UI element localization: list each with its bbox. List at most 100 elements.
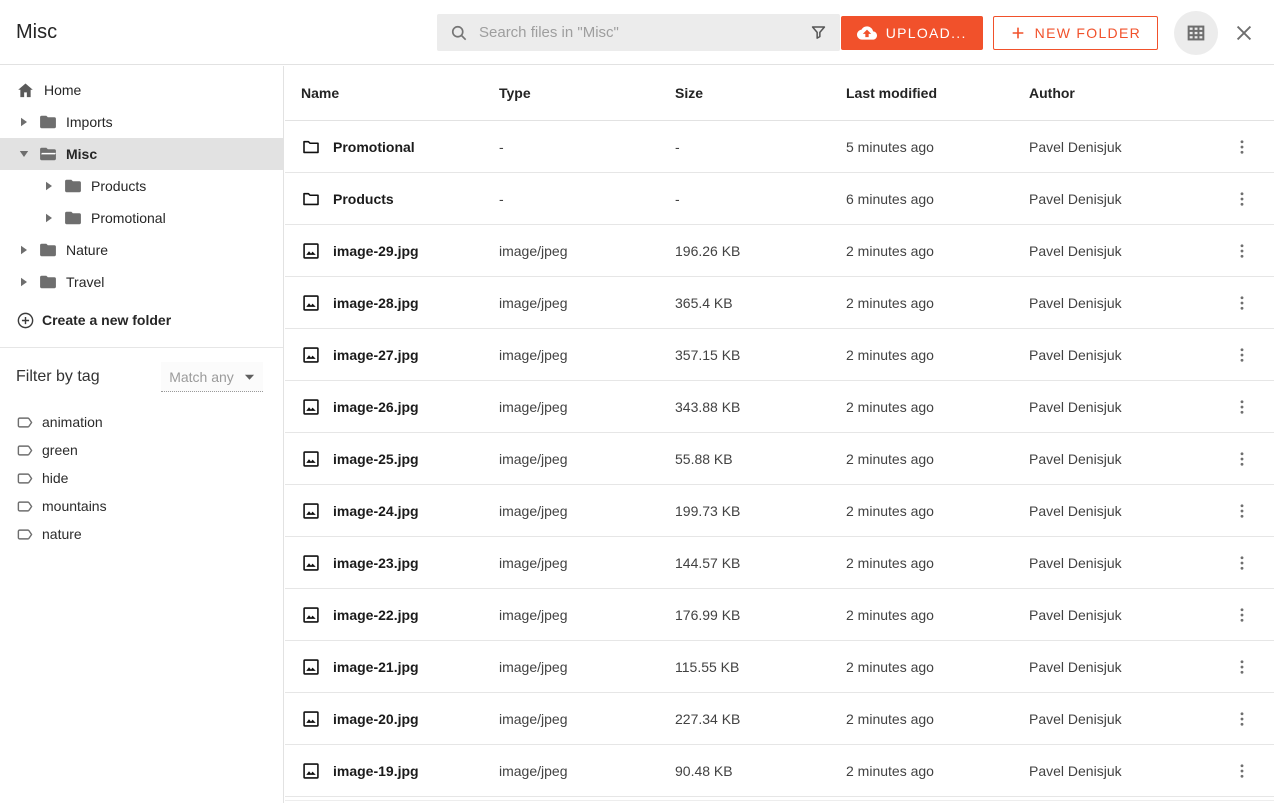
row-menu-button[interactable] bbox=[1226, 495, 1258, 527]
image-icon bbox=[301, 501, 321, 521]
caret-down-icon[interactable] bbox=[16, 146, 32, 162]
row-menu-button[interactable] bbox=[1226, 287, 1258, 319]
row-menu-button[interactable] bbox=[1226, 391, 1258, 423]
file-author: Pavel Denisjuk bbox=[1029, 606, 1122, 623]
tag-item-mountains[interactable]: mountains bbox=[0, 492, 283, 520]
file-size: 343.88 KB bbox=[675, 398, 741, 415]
file-author: Pavel Denisjuk bbox=[1029, 346, 1122, 363]
table-body: Promotional - - 5 minutes ago Pavel Deni… bbox=[285, 121, 1274, 797]
image-icon bbox=[301, 761, 321, 781]
column-header-size: Size bbox=[675, 85, 704, 101]
caret-right-icon[interactable] bbox=[41, 210, 57, 226]
file-modified: 2 minutes ago bbox=[846, 606, 934, 623]
sidebar-divider bbox=[0, 347, 283, 348]
row-menu-button[interactable] bbox=[1226, 339, 1258, 371]
file-size: 357.15 KB bbox=[675, 346, 741, 363]
table-row[interactable]: image-20.jpg image/jpeg 227.34 KB 2 minu… bbox=[285, 693, 1274, 745]
create-folder-button[interactable]: Create a new folder bbox=[0, 302, 283, 338]
close-icon[interactable] bbox=[1228, 17, 1260, 49]
upload-button[interactable]: UPLOAD... bbox=[840, 15, 983, 50]
file-name-cell[interactable]: image-28.jpg bbox=[301, 293, 499, 313]
filter-icon[interactable] bbox=[809, 23, 828, 42]
add-circle-icon bbox=[16, 311, 35, 330]
tag-item-animation[interactable]: animation bbox=[0, 408, 283, 436]
column-header-last-modified: Last modified bbox=[846, 85, 938, 101]
table-row[interactable]: image-28.jpg image/jpeg 365.4 KB 2 minut… bbox=[285, 277, 1274, 329]
row-menu-button[interactable] bbox=[1226, 651, 1258, 683]
file-name-cell[interactable]: Products bbox=[301, 189, 499, 209]
file-type: image/jpeg bbox=[499, 658, 568, 675]
table-row[interactable]: Products - - 6 minutes ago Pavel Denisju… bbox=[285, 173, 1274, 225]
file-modified: 2 minutes ago bbox=[846, 502, 934, 519]
image-icon bbox=[301, 449, 321, 469]
sidebar-item-promotional[interactable]: Promotional bbox=[0, 202, 283, 234]
image-icon bbox=[301, 345, 321, 365]
file-name-cell[interactable]: image-23.jpg bbox=[301, 553, 499, 573]
sidebar-item-nature[interactable]: Nature bbox=[0, 234, 283, 266]
file-name-cell[interactable]: image-22.jpg bbox=[301, 605, 499, 625]
kebab-icon bbox=[1233, 762, 1251, 780]
file-name-cell[interactable]: image-29.jpg bbox=[301, 241, 499, 261]
table-row[interactable]: image-26.jpg image/jpeg 343.88 KB 2 minu… bbox=[285, 381, 1274, 433]
caret-right-icon[interactable] bbox=[16, 274, 32, 290]
cloud-upload-icon bbox=[856, 23, 877, 43]
file-name-cell[interactable]: image-27.jpg bbox=[301, 345, 499, 365]
row-menu-button[interactable] bbox=[1226, 755, 1258, 787]
table-row[interactable]: image-25.jpg image/jpeg 55.88 KB 2 minut… bbox=[285, 433, 1274, 485]
file-modified: 2 minutes ago bbox=[846, 658, 934, 675]
tag-icon bbox=[16, 469, 35, 488]
caret-right-icon[interactable] bbox=[16, 114, 32, 130]
row-menu-button[interactable] bbox=[1226, 183, 1258, 215]
row-menu-button[interactable] bbox=[1226, 703, 1258, 735]
tag-item-green[interactable]: green bbox=[0, 436, 283, 464]
folder-icon bbox=[63, 208, 83, 228]
file-name-cell[interactable]: Promotional bbox=[301, 137, 499, 157]
file-name-cell[interactable]: image-21.jpg bbox=[301, 657, 499, 677]
table-row[interactable]: Promotional - - 5 minutes ago Pavel Deni… bbox=[285, 121, 1274, 173]
image-icon bbox=[301, 397, 321, 417]
kebab-icon bbox=[1233, 658, 1251, 676]
file-modified: 2 minutes ago bbox=[846, 554, 934, 571]
row-menu-button[interactable] bbox=[1226, 443, 1258, 475]
kebab-icon bbox=[1233, 398, 1251, 416]
table-row[interactable]: image-27.jpg image/jpeg 357.15 KB 2 minu… bbox=[285, 329, 1274, 381]
file-name-cell[interactable]: image-26.jpg bbox=[301, 397, 499, 417]
file-modified: 2 minutes ago bbox=[846, 242, 934, 259]
sidebar-item-imports[interactable]: Imports bbox=[0, 106, 283, 138]
row-menu-button[interactable] bbox=[1226, 235, 1258, 267]
file-name-cell[interactable]: image-20.jpg bbox=[301, 709, 499, 729]
sidebar-item-products[interactable]: Products bbox=[0, 170, 283, 202]
sidebar-item-home[interactable]: Home bbox=[0, 74, 283, 106]
row-menu-button[interactable] bbox=[1226, 599, 1258, 631]
search-box[interactable] bbox=[437, 14, 840, 51]
tag-item-nature[interactable]: nature bbox=[0, 520, 283, 548]
file-type: image/jpeg bbox=[499, 242, 568, 259]
file-name-cell[interactable]: image-25.jpg bbox=[301, 449, 499, 469]
tag-icon bbox=[16, 441, 35, 460]
search-input[interactable] bbox=[479, 24, 809, 41]
sidebar-item-misc[interactable]: Misc bbox=[0, 138, 283, 170]
tag-icon bbox=[16, 525, 35, 544]
table-row[interactable]: image-19.jpg image/jpeg 90.48 KB 2 minut… bbox=[285, 745, 1274, 797]
table-row[interactable]: image-29.jpg image/jpeg 196.26 KB 2 minu… bbox=[285, 225, 1274, 277]
sidebar-item-travel[interactable]: Travel bbox=[0, 266, 283, 298]
caret-right-icon[interactable] bbox=[41, 178, 57, 194]
grid-view-button[interactable] bbox=[1174, 10, 1218, 55]
tag-match-dropdown[interactable]: Match any bbox=[161, 362, 263, 392]
row-menu-button[interactable] bbox=[1226, 131, 1258, 163]
file-modified: 6 minutes ago bbox=[846, 190, 934, 207]
top-bar: Misc UPLOAD... NEW FOLDER bbox=[0, 0, 1274, 65]
table-row[interactable]: image-23.jpg image/jpeg 144.57 KB 2 minu… bbox=[285, 537, 1274, 589]
caret-right-icon[interactable] bbox=[16, 242, 32, 258]
new-folder-button[interactable]: NEW FOLDER bbox=[992, 15, 1158, 50]
table-row[interactable]: image-21.jpg image/jpeg 115.55 KB 2 minu… bbox=[285, 641, 1274, 693]
file-name-cell[interactable]: image-19.jpg bbox=[301, 761, 499, 781]
file-author: Pavel Denisjuk bbox=[1029, 450, 1122, 467]
file-modified: 2 minutes ago bbox=[846, 346, 934, 363]
row-menu-button[interactable] bbox=[1226, 547, 1258, 579]
table-row[interactable]: image-22.jpg image/jpeg 176.99 KB 2 minu… bbox=[285, 589, 1274, 641]
table-row[interactable]: image-24.jpg image/jpeg 199.73 KB 2 minu… bbox=[285, 485, 1274, 537]
file-name-cell[interactable]: image-24.jpg bbox=[301, 501, 499, 521]
home-icon bbox=[16, 80, 36, 100]
tag-item-hide[interactable]: hide bbox=[0, 464, 283, 492]
